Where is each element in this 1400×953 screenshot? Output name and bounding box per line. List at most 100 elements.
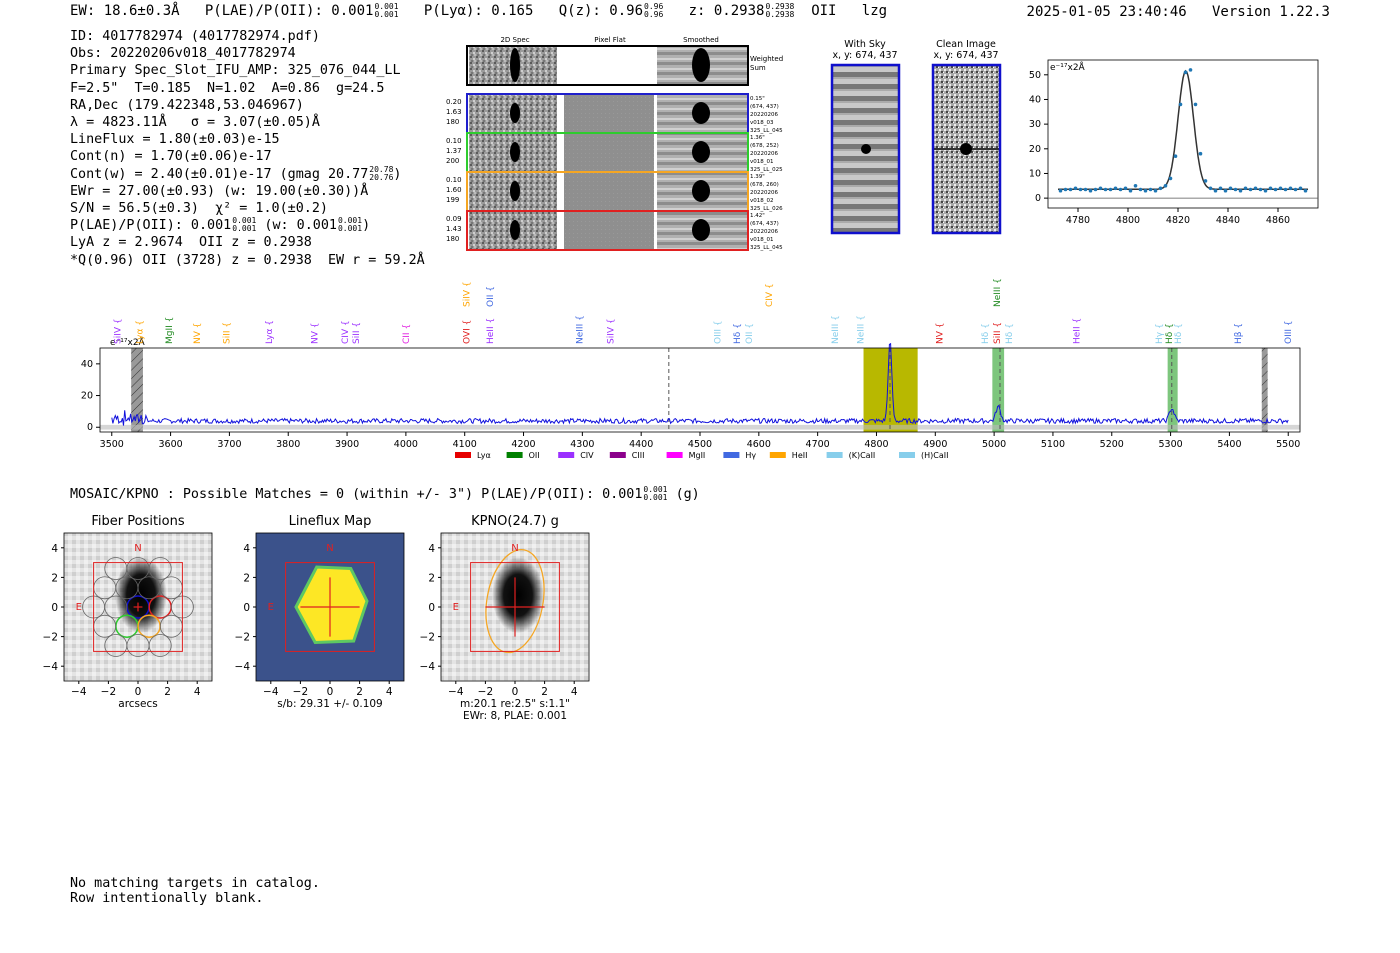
fit-data-point <box>1283 187 1288 192</box>
header-summary: EW: 18.6±0.3Å P(LAE)/P(OII): 0.001 0.001 0… <box>70 2 887 20</box>
thumb-ytick-label: 4 <box>243 543 250 555</box>
info-lya: LyA z = 2.9674 OII z = 0.2938 <box>70 235 312 251</box>
spec-line-label: Hδ { <box>981 323 991 344</box>
fit-data-point <box>1183 70 1188 75</box>
fit-data-point <box>1113 186 1118 191</box>
col-header-pixelflat: Pixel Flat <box>594 36 626 44</box>
plae-w-tail: ) <box>362 218 371 234</box>
spec-line-label: Hβ { <box>1234 323 1244 344</box>
fit-data-point <box>1108 187 1113 192</box>
thumb-xtick-label: 4 <box>194 686 201 698</box>
fit-ytick-label: 50 <box>1029 70 1041 81</box>
spec-line-label: SiIV { <box>462 281 472 307</box>
spec-row-left-label: 0.10 <box>446 137 462 145</box>
thumb-title: Lineflux Map <box>289 514 372 529</box>
thumb-xtick-label: −2 <box>293 686 308 698</box>
fit-data-point <box>1168 176 1173 181</box>
fit-ytick-label: 0 <box>1035 193 1041 204</box>
thumb-xlabel-2: EWr: 8, PLAE: 0.001 <box>463 710 567 722</box>
col-header-2dspec: 2D Spec <box>500 36 529 44</box>
spec-shaded-region <box>131 348 143 432</box>
spec-xtick-label: 4700 <box>806 439 830 450</box>
spec-line-label: Hδ { <box>1165 323 1175 344</box>
spec-line-label: NV { <box>935 323 945 344</box>
spec-line-label: OII { <box>486 286 496 307</box>
thumb-ytick-label: 0 <box>51 602 58 614</box>
thumb-xlabel: s/b: 29.31 +/- 0.109 <box>277 698 382 710</box>
spec-xtick-label: 4600 <box>747 439 771 450</box>
fit-data-point <box>1278 186 1283 191</box>
fit-data-point <box>1163 184 1168 188</box>
thumb-xtick-label: 2 <box>164 686 171 698</box>
spec-row-right-label: v018_03 <box>750 120 774 126</box>
spec-xtick-label: 5000 <box>982 439 1006 450</box>
spec-line-label: NeIII { <box>993 278 1003 307</box>
fit-data-point <box>1068 187 1073 192</box>
fit-data-point <box>1218 186 1223 191</box>
contw-text: Cont(w) = 2.40(±0.01)e-17 (gmag 20.77 <box>70 166 369 182</box>
thumb-ytick-label: 4 <box>51 543 58 555</box>
spec-row-right-label: v018_01 <box>750 237 774 243</box>
fit-ytick-label: 20 <box>1029 144 1041 155</box>
spec-line-label: OIII { <box>714 320 724 344</box>
spec-xtick-label: 3600 <box>158 439 182 450</box>
spec-row-right-label: 325_LL_045 <box>750 245 783 251</box>
fit-data-point <box>1173 154 1178 158</box>
plae-header-lo: 0.001 <box>374 10 399 19</box>
thumb-ytick-label: 0 <box>428 602 435 614</box>
cutouts-panel: With Sky x, y: 674, 437 Clean Image x, y… <box>830 39 1002 235</box>
fit-data-point <box>1253 186 1258 191</box>
plae-text: P(LAE)/P(OII): 0.001 <box>70 218 232 234</box>
fit-data-point <box>1288 186 1293 191</box>
fit-data-point <box>1203 179 1208 183</box>
fit-data-point <box>1198 151 1203 156</box>
line-fit-chart: 4780 4800 4820 4840 4860 0 10 20 30 40 50 e⁻¹⁷x2Å <box>1029 59 1319 226</box>
spec-xtick-label: 3500 <box>100 439 124 450</box>
info-contw: Cont(w) = 2.40(±0.01)e-17 (gmag 20.77 20.… <box>70 164 425 183</box>
fit-data-point <box>1098 186 1103 191</box>
z-value: z: 0.2938 <box>688 3 765 19</box>
plae-w-lo: 0.001 <box>337 224 363 234</box>
fit-data-point <box>1303 188 1308 193</box>
spec-line-label: OIII { <box>1284 320 1294 344</box>
fit-data-point <box>1058 188 1063 193</box>
spec-line-label: Lyα { <box>135 320 145 344</box>
plae-lo: 0.001 <box>232 224 257 234</box>
legend-label: MgII <box>689 451 706 460</box>
fit-data-point <box>1223 188 1228 193</box>
legend-swatch <box>558 452 575 458</box>
fit-data-point <box>1093 187 1098 192</box>
source-blob <box>491 557 544 634</box>
thumb-xtick-label: −4 <box>448 686 464 698</box>
spec-row-4 <box>466 210 749 251</box>
with-sky-coords: x, y: 674, 437 <box>832 50 897 61</box>
fit-data-point <box>1193 102 1198 107</box>
spec-line-label: SiII { <box>222 322 232 344</box>
mosaic-hi: 0.001 <box>643 485 668 494</box>
thumb-ytick-label: −4 <box>235 661 251 673</box>
fit-data-point <box>1248 187 1253 192</box>
spec-row-2 <box>466 132 749 173</box>
weighted-sum-label-1: Weighted <box>750 55 783 63</box>
z-lo: 0.2938 <box>765 10 795 19</box>
fit-data-point <box>1148 187 1153 192</box>
info-sn: S/N = 56.5(±0.3) χ² = 1.0(±0.2) <box>70 201 328 217</box>
spec-row-right-label: v018_01 <box>750 159 774 165</box>
spec-line-label: NV { <box>193 323 203 344</box>
spec-row-right-label: 20220206 <box>750 112 778 118</box>
spec-xtick-label: 3800 <box>276 439 300 450</box>
spec-shaded-region <box>992 348 1005 432</box>
plae-header: P(LAE)/P(OII): 0.001 <box>204 3 374 19</box>
spec-row-right-label: 1.42" <box>750 213 765 219</box>
legend-label: CIII <box>632 451 645 460</box>
info-lambda: λ = 4823.11Å σ = 3.07(±0.05)Å <box>70 115 320 131</box>
legend-label: OII <box>529 451 540 460</box>
z-hi: 0.2938 <box>765 2 795 11</box>
spec-xtick-label: 4300 <box>570 439 594 450</box>
thumb-xtick-label: 0 <box>512 686 519 698</box>
contw-hi: 20.78 <box>369 164 394 174</box>
weighted-sum-label-2: Sum <box>750 64 766 72</box>
fit-ylabel: e⁻¹⁷x2Å <box>1050 61 1086 73</box>
info-params: F=2.5" T=0.185 N=1.02 A=0.86 g=24.5 <box>70 80 385 96</box>
spec-row-right-label: 1.36" <box>750 135 765 141</box>
